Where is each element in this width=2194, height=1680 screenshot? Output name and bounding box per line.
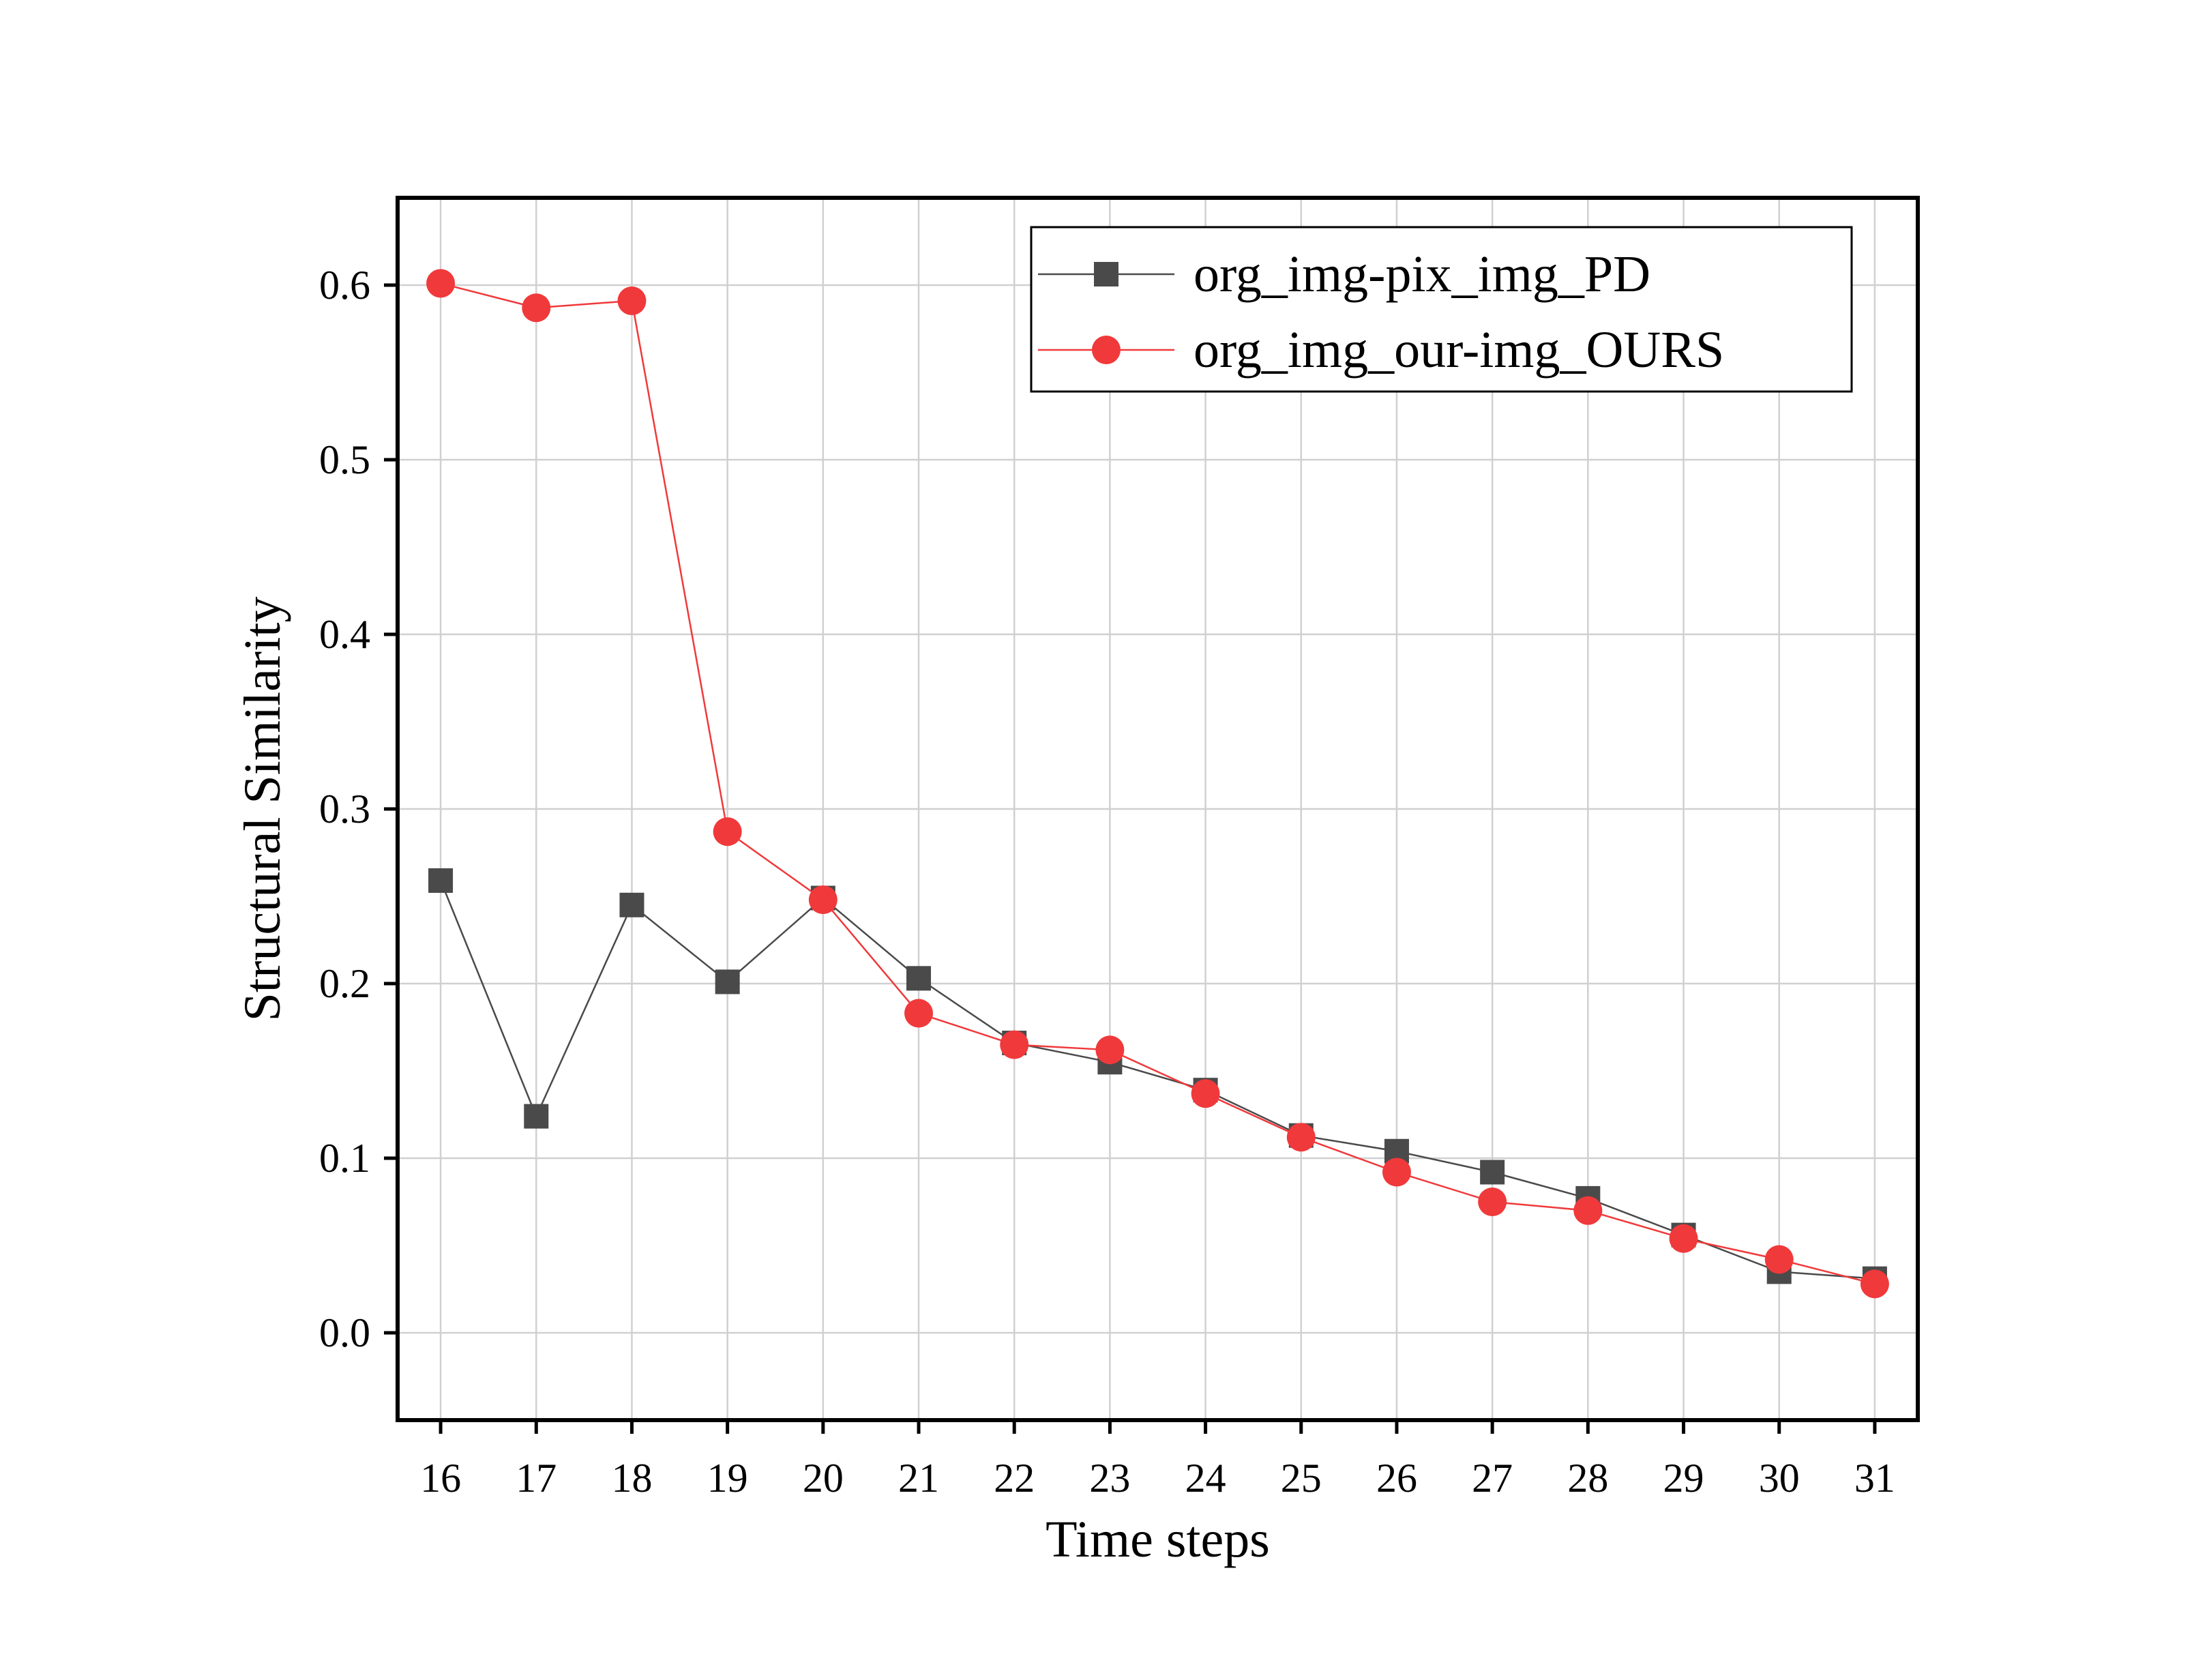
data-point-ours <box>808 885 837 915</box>
x-tick-label: 21 <box>898 1456 939 1501</box>
legend-box <box>1030 226 1853 393</box>
data-point-ours <box>1764 1245 1794 1274</box>
x-tick-label: 29 <box>1663 1456 1704 1501</box>
data-point-ours <box>713 817 742 846</box>
series-line-1 <box>440 282 1876 1285</box>
y-tick-label: 0.4 <box>319 612 370 657</box>
series-layer <box>426 269 1889 1299</box>
x-tick-label: 16 <box>420 1456 461 1501</box>
x-tick-label: 22 <box>994 1456 1035 1501</box>
x-tick-label: 18 <box>611 1456 652 1501</box>
y-tick-label: 0.0 <box>319 1310 370 1355</box>
data-point-pd <box>1480 1160 1505 1185</box>
y-tick-label: 0.6 <box>319 263 370 308</box>
x-tick-label: 19 <box>707 1456 748 1501</box>
data-point-ours <box>1000 1030 1029 1059</box>
series-line-0 <box>439 880 1875 1280</box>
legend-label-ours: org_img_our-img_OURS <box>1194 321 1724 379</box>
y-tick-label: 0.3 <box>319 786 370 831</box>
data-point-ours <box>1191 1079 1220 1108</box>
data-point-ours <box>1669 1224 1698 1253</box>
data-point-ours <box>1860 1269 1889 1299</box>
grid <box>398 198 1918 1420</box>
y-axis-title: Structural Similarity <box>234 597 291 1022</box>
x-tick-label: 28 <box>1567 1456 1608 1501</box>
data-point-ours <box>904 999 934 1028</box>
y-tick-label: 0.5 <box>319 437 370 482</box>
x-tick-label: 23 <box>1089 1456 1130 1501</box>
x-tick-label: 20 <box>803 1456 844 1501</box>
legend: org_img-pix_img_PD org_img_our-img_OURS <box>1030 226 1853 393</box>
legend-marker-circle <box>1092 336 1121 364</box>
legend-marker-square <box>1094 262 1118 286</box>
data-point-ours <box>1095 1035 1125 1065</box>
data-point-ours <box>1478 1188 1507 1216</box>
data-point-ours <box>522 293 551 323</box>
x-tick-label: 26 <box>1376 1456 1417 1501</box>
x-tick-label: 30 <box>1759 1456 1800 1501</box>
x-tick-label: 27 <box>1472 1456 1513 1501</box>
x-tick-label: 24 <box>1185 1456 1226 1501</box>
data-point-pd <box>619 892 644 917</box>
axis-ticks: 16 17 18 19 20 21 22 23 24 25 26 27 28 29 30 31 0.0 0.1 0.… <box>319 263 1895 1501</box>
y-tick-label: 0.1 <box>319 1136 370 1181</box>
x-tick-label: 25 <box>1281 1456 1322 1501</box>
data-point-ours <box>1573 1196 1603 1225</box>
data-point-ours <box>1286 1123 1316 1152</box>
legend-label-pd: org_img-pix_img_PD <box>1194 246 1650 303</box>
data-point-pd <box>906 966 932 991</box>
data-point-pd <box>715 969 740 994</box>
y-tick-label: 0.2 <box>319 961 370 1006</box>
x-tick-label: 17 <box>516 1456 557 1501</box>
data-point-ours <box>1382 1158 1411 1187</box>
x-axis-title: Time steps <box>1046 1511 1270 1568</box>
data-point-ours <box>426 269 456 298</box>
data-point-pd <box>524 1104 549 1129</box>
data-point-pd <box>428 868 454 893</box>
x-tick-label: 31 <box>1854 1456 1895 1501</box>
data-point-ours <box>617 286 647 316</box>
